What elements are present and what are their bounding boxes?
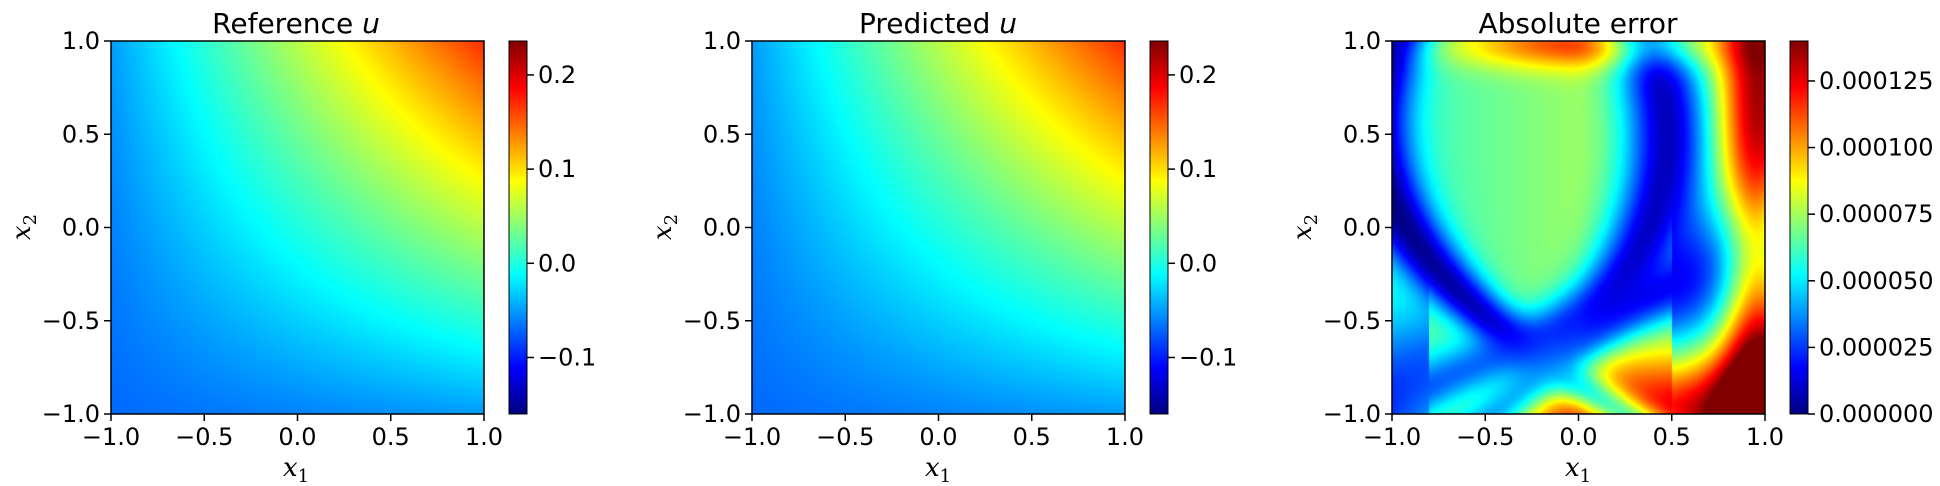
y-axis-label: x2	[1288, 214, 1322, 240]
y-axis-label: x2	[648, 214, 682, 240]
y-tick-label: 0.0	[62, 214, 100, 242]
chart-title: Reference u	[212, 7, 380, 40]
y-tick-label: 0.5	[703, 120, 741, 148]
colorbar-tick-label: 0.000050	[1819, 267, 1934, 295]
x-tick-label: −1.0	[723, 423, 781, 451]
colorbar	[509, 41, 527, 414]
colorbar-frame	[508, 40, 528, 415]
x-tick-label: 0.0	[919, 423, 957, 451]
y-tick-label: 0.5	[62, 120, 100, 148]
y-tick-label: −0.5	[42, 307, 100, 335]
x-tick-label: −0.5	[1456, 423, 1514, 451]
x-tick-label: 1.0	[1106, 423, 1144, 451]
heatmap-image	[1392, 41, 1765, 414]
y-tick-label: −1.0	[1323, 400, 1381, 428]
colorbar-tick-label: 0.2	[1179, 61, 1217, 89]
x-tick-label: 0.0	[1559, 423, 1597, 451]
colorbar-tick-label: −0.1	[1179, 343, 1237, 371]
y-tick-label: −1.0	[42, 400, 100, 428]
x-tick-label: −0.5	[175, 423, 233, 451]
colorbar-tick-label: 0.000100	[1819, 134, 1934, 162]
axes: −1.0 −0.5 0.0 0.5 1.0 −1.0 −0.5 0.0 0.5 1.0	[42, 27, 503, 451]
y-tick-label: 1.0	[62, 27, 100, 55]
y-tick-label: −1.0	[683, 400, 741, 428]
y-tick-label: −0.5	[1323, 307, 1381, 335]
chart-title: Absolute error	[1478, 7, 1678, 40]
colorbar-ticks: 0.000000 0.000025 0.000050 0.000075 0.000100…	[1808, 67, 1934, 428]
y-tick-label: 0.0	[1343, 214, 1381, 242]
x-tick-label: 0.5	[1653, 423, 1691, 451]
y-tick-label: 0.0	[703, 214, 741, 242]
colorbar-frame	[1789, 40, 1809, 415]
colorbar-tick-label: 0.0	[538, 249, 576, 277]
axes: −1.0 −0.5 0.0 0.5 1.0 −1.0 −0.5 0.0 0.5 1.0	[1323, 27, 1784, 451]
colorbar-ticks: −0.1 0.0 0.1 0.2	[527, 61, 596, 371]
x-axis-label: x1	[1565, 453, 1591, 486]
x-tick-label: 0.0	[278, 423, 316, 451]
x-tick-label: 0.5	[372, 423, 410, 451]
colorbar	[1790, 41, 1808, 414]
colorbar-tick-label: 0.2	[538, 61, 576, 89]
x-tick-label: 1.0	[1746, 423, 1784, 451]
colorbar-tick-label: 0.0	[1179, 249, 1217, 277]
x-axis-label: x1	[283, 453, 309, 486]
colorbar-tick-label: 0.1	[1179, 155, 1217, 183]
x-axis-label: x1	[925, 453, 951, 486]
colorbar-tick-label: 0.1	[538, 155, 576, 183]
x-tick-label: −1.0	[82, 423, 140, 451]
colorbar-tick-label: 0.000000	[1819, 400, 1934, 428]
y-tick-label: 1.0	[1343, 27, 1381, 55]
y-tick-label: 0.5	[1343, 120, 1381, 148]
heatmap-image	[752, 41, 1125, 414]
axes: −1.0 −0.5 0.0 0.5 1.0 −1.0 −0.5 0.0 0.5 1.0	[683, 27, 1144, 451]
panel-reference: Reference u −1.0 −0.5 0.0 0.5 1.0 −1.0 −0.5 0.0…	[7, 7, 596, 486]
panel-absolute-error: Absolute error −1.0 −0.5 0.0 0.5 1.0 −1.0 −0.5…	[1288, 7, 1934, 486]
colorbar-tick-label: 0.000075	[1819, 200, 1934, 228]
panel-predicted: Predicted u −1.0 −0.5 0.0 0.5 1.0 −1.0 −0.5 0.0…	[648, 7, 1237, 486]
y-tick-label: 1.0	[703, 27, 741, 55]
x-tick-label: −1.0	[1363, 423, 1421, 451]
x-tick-label: −0.5	[816, 423, 874, 451]
chart-title: Predicted u	[859, 7, 1017, 40]
x-tick-label: 0.5	[1013, 423, 1051, 451]
colorbar	[1150, 41, 1168, 414]
colorbar-ticks: −0.1 0.0 0.1 0.2	[1168, 61, 1237, 371]
colorbar-tick-label: 0.000125	[1819, 67, 1934, 95]
colorbar-frame	[1149, 40, 1169, 415]
y-tick-label: −0.5	[683, 307, 741, 335]
heatmap-image	[111, 41, 484, 414]
y-axis-label: x2	[7, 214, 41, 240]
colorbar-tick-label: 0.000025	[1819, 333, 1934, 361]
colorbar-tick-label: −0.1	[538, 343, 596, 371]
x-tick-label: 1.0	[465, 423, 503, 451]
